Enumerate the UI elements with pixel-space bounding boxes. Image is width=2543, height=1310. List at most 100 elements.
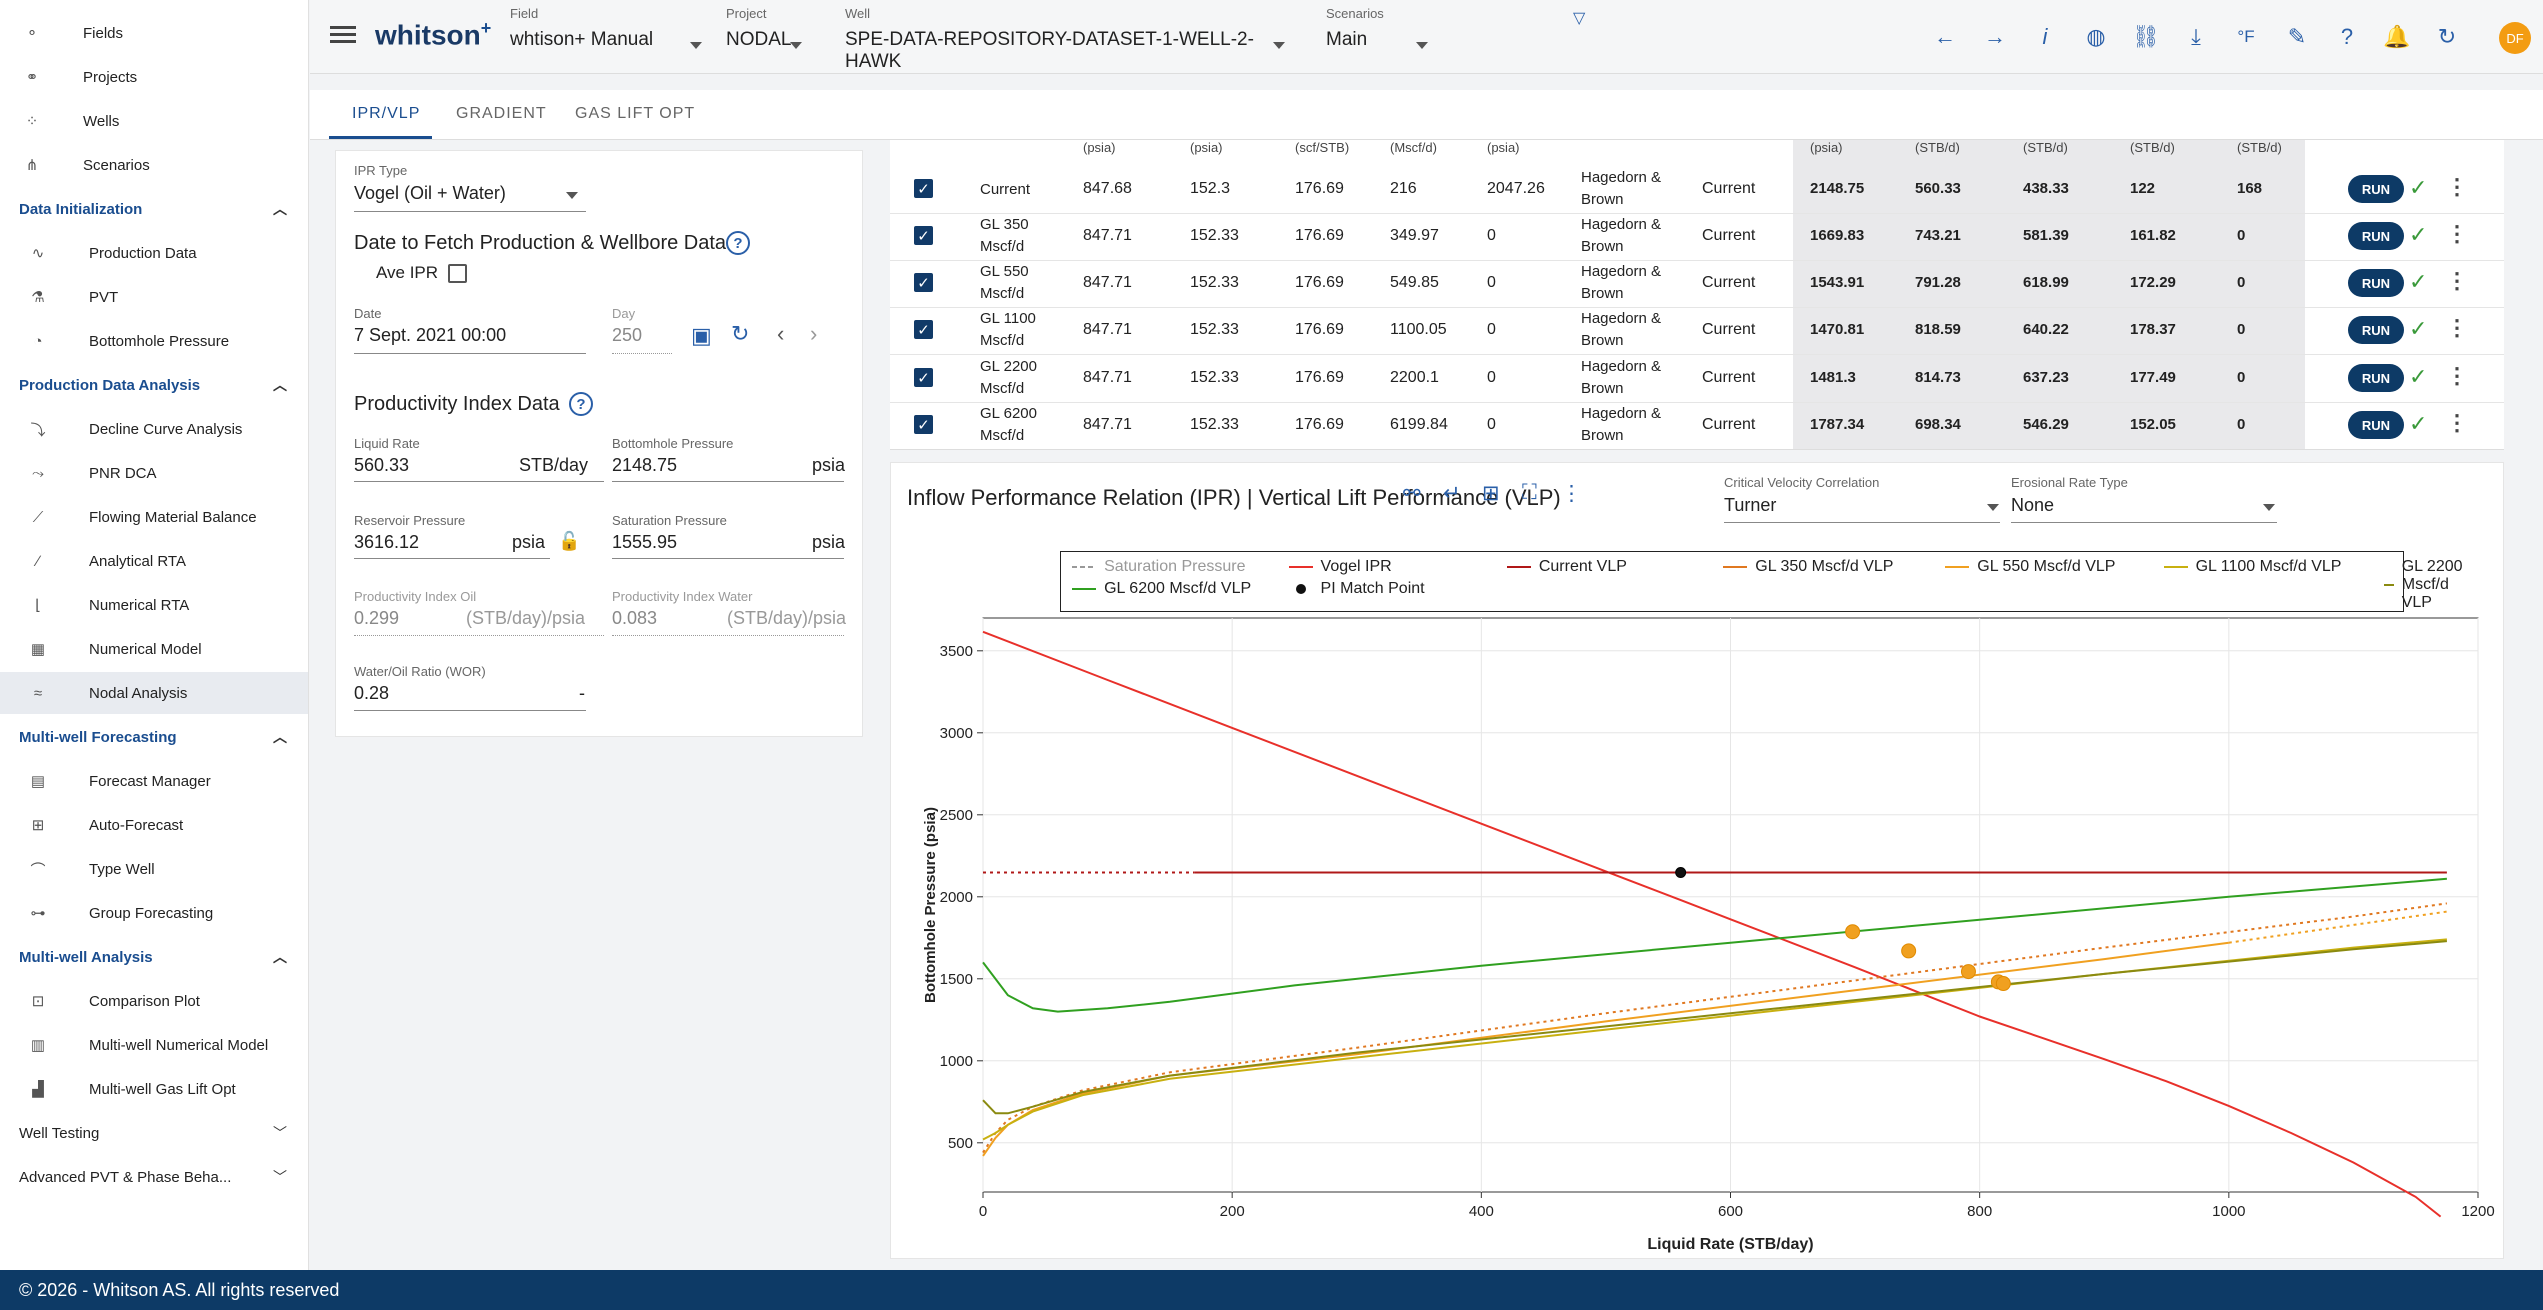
run-button[interactable]: RUN (2348, 175, 2404, 203)
more-icon[interactable]: ⋮ (2446, 174, 2468, 199)
bell-icon[interactable]: 🔔 (2383, 24, 2411, 49)
sidebar-item-auto-forecast[interactable]: ⊞ Auto-Forecast (0, 804, 308, 846)
more-icon[interactable]: ⋮ (2446, 221, 2468, 246)
calendar-search-icon[interactable]: ▣ (691, 323, 712, 348)
help-icon[interactable]: ? (2340, 24, 2354, 49)
refresh-icon[interactable]: ↻ (731, 321, 750, 346)
sidebar-item-group-forecasting[interactable]: ⊶ Group Forecasting (0, 892, 308, 934)
help-icon[interactable]: ? (569, 392, 593, 416)
back-arrow-icon[interactable]: ← (1934, 24, 1956, 49)
sidebar-item-type-well[interactable]: ⌒ Type Well (0, 848, 308, 890)
sidebar-item-decline-curve-analysis[interactable]: ⤵ Decline Curve Analysis (0, 408, 308, 450)
more-icon[interactable]: ⋮ (2446, 410, 2468, 435)
sidebar-item-pvt[interactable]: ⚗ PVT (0, 276, 308, 318)
sidebar-item-pnr-dca[interactable]: ⤳ PNR DCA (0, 452, 308, 494)
legend-item-current-vlp[interactable]: Current VLP (1506, 558, 1627, 576)
section-well-testing[interactable]: Well Testing ﹀ (0, 1112, 308, 1154)
row-checkbox[interactable]: ✓ (914, 320, 933, 339)
section-multi-well-forecasting[interactable]: Multi-well Forecasting ︿ (0, 716, 308, 758)
reservoir-pressure-input[interactable]: 3616.12 (354, 532, 420, 552)
run-button[interactable]: RUN (2348, 222, 2404, 250)
tab-ipr-vlp[interactable]: IPR/VLP (352, 105, 421, 122)
sidebar-item-wells[interactable]: ⁘ Wells (0, 100, 308, 142)
sidebar-item-nodal-analysis[interactable]: ≈ Nodal Analysis (0, 672, 308, 714)
row-checkbox[interactable]: ✓ (914, 273, 933, 292)
legend-item-gl-6200-mscf-d-vlp[interactable]: GL 6200 Mscf/d VLP (1072, 580, 1251, 598)
sidebar-item-analytical-rta[interactable]: ∕ Analytical RTA (0, 540, 308, 582)
legend-item-pi-match-point[interactable]: PI Match Point (1289, 580, 1425, 598)
table-icon[interactable]: ⊞ (1482, 482, 1500, 505)
ipr-type-select[interactable]: Vogel (Oil + Water) (354, 183, 506, 203)
legend-item-gl-550-mscf-d-vlp[interactable]: GL 550 Mscf/d VLP (1945, 558, 2115, 576)
run-button[interactable]: RUN (2348, 364, 2404, 392)
saturation-pressure-input[interactable]: 1555.95 (612, 532, 678, 552)
sidebar-item-fields[interactable]: ⚬ Fields (0, 12, 308, 54)
section-production-data-analysis[interactable]: Production Data Analysis ︿ (0, 364, 308, 406)
row-checkbox[interactable]: ✓ (914, 226, 933, 245)
chevron-left-icon[interactable]: ‹ (777, 321, 785, 346)
avatar[interactable]: DF (2499, 22, 2531, 54)
row-checkbox[interactable]: ✓ (914, 368, 933, 387)
tab-gas-lift-opt[interactable]: GAS LIFT OPT (575, 105, 696, 122)
legend-item-gl-2200-mscf-d-vlp[interactable]: GL 2200 Mscf/d VLP (2383, 558, 2463, 612)
more-icon[interactable]: ⋮ (2446, 268, 2468, 293)
sidebar-item-bottomhole-pressure[interactable]: ◔ Bottomhole Pressure (0, 320, 308, 362)
row-checkbox[interactable]: ✓ (914, 415, 933, 434)
filter-icon[interactable]: ▽ (1573, 10, 1586, 27)
section-advanced-pvt-phase-beha[interactable]: Advanced PVT & Phase Beha... ﹀ (0, 1156, 308, 1198)
run-button[interactable]: RUN (2348, 411, 2404, 439)
tab-gradient[interactable]: GRADIENT (456, 105, 547, 122)
scenarios-select[interactable]: Scenarios Main (1326, 6, 1428, 51)
sidebar-item-scenarios[interactable]: ⋔ Scenarios (0, 144, 308, 186)
legend-item-gl-350-mscf-d-vlp[interactable]: GL 350 Mscf/d VLP (1723, 558, 1893, 576)
download-icon[interactable]: ⤓ (2191, 24, 2201, 49)
globe-icon[interactable]: ◍ (2086, 24, 2106, 49)
erosional-rate-select[interactable]: None (2011, 495, 2055, 515)
project-select[interactable]: Project NODAL (726, 6, 816, 51)
app-logo[interactable]: whitson+ (375, 18, 491, 51)
feedback-icon[interactable]: ✎ (2287, 24, 2307, 49)
more-icon[interactable]: ⋮ (2446, 363, 2468, 388)
nodes-icon[interactable]: ⚯ (1403, 482, 1421, 505)
sidebar-item-label: Analytical RTA (89, 552, 186, 570)
enter-icon[interactable]: ↵ (1443, 482, 1461, 505)
liquid-rate-input[interactable]: 560.33 (354, 455, 410, 475)
units-icon[interactable]: °F (2237, 27, 2255, 46)
legend-item-gl-1100-mscf-d-vlp[interactable]: GL 1100 Mscf/d VLP (2163, 558, 2341, 576)
critical-velocity-select[interactable]: Turner (1724, 495, 1777, 515)
link-icon[interactable]: ⛓ (2132, 24, 2160, 49)
sidebar-item-projects[interactable]: ⚭ Projects (0, 56, 308, 98)
menu-icon[interactable] (330, 24, 356, 46)
more-icon[interactable]: ⋮ (2446, 315, 2468, 340)
sidebar-item-forecast-manager[interactable]: ▤ Forecast Manager (0, 760, 308, 802)
sidebar-item-numerical-model[interactable]: ▦ Numerical Model (0, 628, 308, 670)
more-icon[interactable]: ⋮ (1561, 482, 1582, 505)
well-select[interactable]: Well SPE-DATA-REPOSITORY-DATASET-1-WELL-… (845, 6, 1585, 73)
date-input[interactable]: 7 Sept. 2021 00:00 (354, 325, 507, 345)
info-icon[interactable]: i (2042, 24, 2048, 49)
sidebar-item-flowing-material-balance[interactable]: ⟋ Flowing Material Balance (0, 496, 308, 538)
unlock-icon[interactable]: 🔓 (558, 531, 581, 551)
run-button[interactable]: RUN (2348, 269, 2404, 297)
wor-input[interactable]: 0.28 (354, 683, 390, 703)
sidebar-item-production-data[interactable]: ∿ Production Data (0, 232, 308, 274)
bhp-input[interactable]: 2148.75 (612, 455, 678, 475)
sidebar-item-comparison-plot[interactable]: ⊡ Comparison Plot (0, 980, 308, 1022)
ave-ipr-checkbox[interactable] (448, 264, 467, 283)
sidebar-item-multi-well-numerical-model[interactable]: ▥ Multi-well Numerical Model (0, 1024, 308, 1066)
legend-item-saturation-pressure[interactable]: Saturation Pressure (1072, 558, 1246, 576)
refresh-icon[interactable]: ↻ (2437, 24, 2457, 49)
chevron-right-icon[interactable]: › (810, 321, 818, 346)
help-icon[interactable]: ? (726, 231, 750, 255)
sidebar-item-multi-well-gas-lift-opt[interactable]: ▟ Multi-well Gas Lift Opt (0, 1068, 308, 1110)
legend-item-vogel-ipr[interactable]: Vogel IPR (1288, 558, 1392, 576)
fit-icon[interactable]: ⛶ (1522, 481, 1537, 504)
sidebar-item-numerical-rta[interactable]: ⌊ Numerical RTA (0, 584, 308, 626)
forward-arrow-icon[interactable]: → (1984, 24, 2006, 49)
row-checkbox[interactable]: ✓ (914, 179, 933, 198)
section-multi-well-analysis[interactable]: Multi-well Analysis ︿ (0, 936, 308, 978)
ipr-vlp-chart[interactable]: 0 200 400 600 800 1000 1200 500 1000 1500 2000 2500… (891, 463, 2503, 1260)
field-select[interactable]: Field whtison+ Manual (510, 6, 710, 51)
section-data-initialization[interactable]: Data Initialization ︿ (0, 188, 308, 230)
run-button[interactable]: RUN (2348, 316, 2404, 344)
